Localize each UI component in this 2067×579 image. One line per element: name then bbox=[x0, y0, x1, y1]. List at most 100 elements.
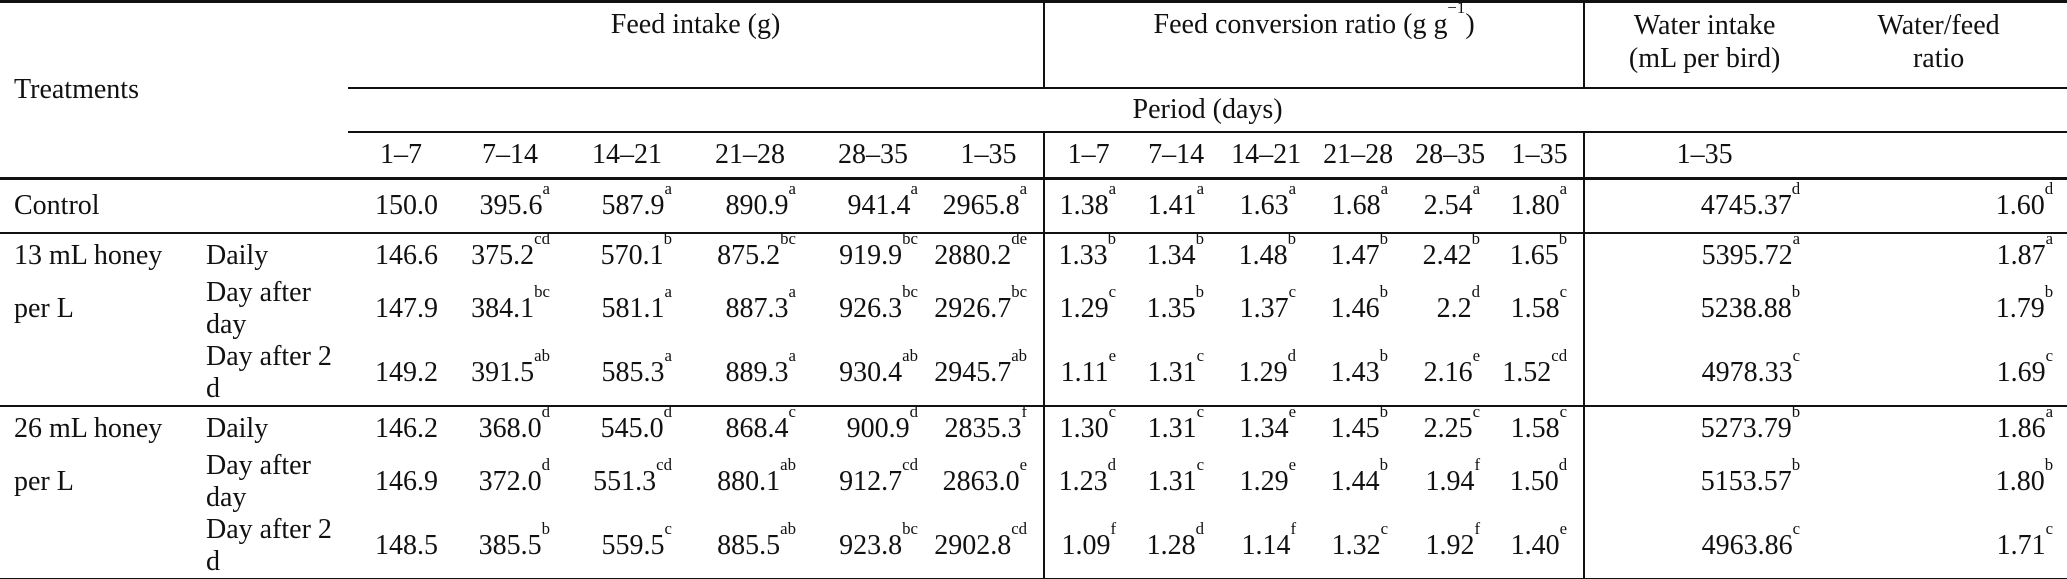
data-cell: 1.65b bbox=[1496, 230, 1584, 277]
data-cell: 912.7cd bbox=[812, 450, 934, 514]
cell-value: 2902.8 bbox=[934, 530, 1012, 561]
significance-letter: f bbox=[1474, 455, 1481, 475]
data-cell: 2.54a bbox=[1404, 179, 1496, 234]
fcr-header-text: Feed conversion ratio (g g bbox=[1153, 9, 1448, 40]
cell-value: 2.54 bbox=[1423, 190, 1473, 221]
cell-value: 5153.57 bbox=[1700, 466, 1792, 497]
data-cell: 1.46b bbox=[1312, 277, 1404, 341]
data-cell: 146.9 bbox=[348, 450, 454, 514]
significance-letter: b bbox=[1379, 401, 1389, 421]
group-header-row: Treatments Feed intake (g) Feed conversi… bbox=[0, 0, 2067, 180]
cell-value: 1.28 bbox=[1146, 530, 1196, 561]
data-cell: 1.43b bbox=[1312, 341, 1404, 406]
cell-value: 1.31 bbox=[1147, 412, 1197, 444]
cell-value: 923.8 bbox=[839, 530, 903, 561]
significance-letter: a bbox=[1108, 179, 1117, 199]
cell-value: 1.37 bbox=[1239, 293, 1289, 324]
data-cell: 930.4ab bbox=[812, 341, 934, 406]
treatment-group-label bbox=[0, 514, 200, 579]
cell-value: 2863.0 bbox=[942, 466, 1020, 497]
data-cell: 1.40e bbox=[1496, 514, 1584, 579]
cell-value: 1.29 bbox=[1059, 293, 1109, 324]
cell-value: 5395.72 bbox=[1701, 239, 1793, 271]
data-cell: 1.34b bbox=[1132, 230, 1220, 277]
data-cell: 880.1ab bbox=[688, 450, 812, 514]
cell-value: 1.94 bbox=[1425, 466, 1475, 497]
data-cell: 1.34e bbox=[1220, 403, 1312, 450]
significance-letter: ab bbox=[534, 346, 550, 366]
significance-letter: c bbox=[1380, 519, 1389, 539]
cell-value: 2.25 bbox=[1423, 412, 1473, 444]
cell-value: 875.2 bbox=[717, 239, 781, 271]
cell-value: 2835.3 bbox=[944, 412, 1022, 444]
significance-letter: a bbox=[788, 179, 796, 199]
water-intake-header: Water intake (mL per bird) bbox=[1583, 1, 1825, 88]
significance-letter: cd bbox=[1011, 519, 1028, 539]
significance-letter: c bbox=[1559, 401, 1568, 421]
cell-value: 368.0 bbox=[478, 412, 542, 444]
schedule-label bbox=[200, 179, 348, 234]
data-cell: 581.1a bbox=[566, 277, 688, 341]
period-label: 1–35 bbox=[1583, 132, 1825, 180]
data-cell: 890.9a bbox=[688, 179, 812, 234]
cell-value: 1.48 bbox=[1238, 239, 1288, 271]
data-cell: 1.29d bbox=[1220, 341, 1312, 406]
significance-letter: c bbox=[1108, 401, 1117, 421]
water-feed-ratio-header: Water/feed ratio bbox=[1824, 2, 2067, 89]
cell-value: 5238.88 bbox=[1700, 293, 1792, 324]
cell-value: 1.71 bbox=[1996, 530, 2046, 561]
period-label: 1–35 bbox=[1496, 132, 1585, 180]
significance-letter: de bbox=[1011, 228, 1028, 248]
significance-letter: e bbox=[1472, 346, 1481, 366]
data-cell: 1.69c bbox=[1824, 341, 2067, 406]
cell-value: 1.31 bbox=[1147, 357, 1197, 388]
cell-value: 1.69 bbox=[1996, 357, 2046, 388]
significance-letter: c bbox=[664, 519, 672, 539]
cell-value: 1.65 bbox=[1509, 239, 1559, 271]
cell-value: 570.1 bbox=[600, 239, 664, 271]
significance-letter: c bbox=[2045, 346, 2054, 366]
significance-letter: cd bbox=[534, 228, 550, 248]
cell-value: 559.5 bbox=[601, 530, 665, 561]
data-cell: 5238.88b bbox=[1583, 277, 1825, 341]
data-cell: 384.1bc bbox=[454, 277, 566, 341]
significance-letter: b bbox=[1791, 455, 1801, 475]
significance-letter: a bbox=[1559, 179, 1568, 199]
period-label-empty bbox=[1824, 132, 2067, 180]
significance-letter: b bbox=[1791, 401, 1801, 421]
fcr-header-exponent: −1 bbox=[1447, 0, 1466, 18]
significance-letter: c bbox=[1196, 346, 1205, 366]
data-cell: 868.4c bbox=[688, 403, 812, 450]
significance-letter: a bbox=[1792, 228, 1801, 248]
significance-letter: ab bbox=[902, 346, 918, 366]
cell-value: 2.2 bbox=[1436, 293, 1472, 324]
cell-value: 930.4 bbox=[839, 357, 903, 388]
significance-letter: a bbox=[664, 346, 672, 366]
data-cell: 1.32c bbox=[1312, 514, 1404, 579]
significance-letter: ab bbox=[780, 455, 796, 475]
significance-letter: b bbox=[1379, 228, 1389, 248]
cell-value: 1.80 bbox=[1995, 466, 2045, 497]
data-cell: 1.14f bbox=[1220, 514, 1312, 579]
significance-letter: ab bbox=[780, 519, 796, 539]
significance-letter: b bbox=[2044, 455, 2054, 475]
cell-value: 1.33 bbox=[1058, 239, 1108, 271]
data-cell: 1.86a bbox=[1824, 403, 2067, 450]
cell-value: 912.7 bbox=[839, 466, 903, 497]
cell-value: 391.5 bbox=[471, 357, 535, 388]
significance-letter: a bbox=[1288, 179, 1297, 199]
cell-value: 1.23 bbox=[1058, 466, 1108, 497]
period-label: 28–35 bbox=[812, 132, 934, 180]
significance-letter: d bbox=[1287, 346, 1297, 366]
data-cell: 1.60d bbox=[1824, 179, 2067, 234]
significance-letter: d bbox=[1791, 179, 1801, 199]
cell-value: 1.46 bbox=[1330, 293, 1380, 324]
data-cell: 919.9bc bbox=[812, 230, 934, 277]
data-cell: 2926.7bc bbox=[934, 277, 1044, 341]
period-label: 7–14 bbox=[454, 132, 566, 180]
cell-value: 2926.7 bbox=[934, 293, 1012, 324]
fcr-group-header: Feed conversion ratio (g g−1) bbox=[1043, 0, 1585, 88]
period-label: 14–21 bbox=[566, 132, 688, 180]
fcr-header-close: ) bbox=[1465, 9, 1475, 40]
